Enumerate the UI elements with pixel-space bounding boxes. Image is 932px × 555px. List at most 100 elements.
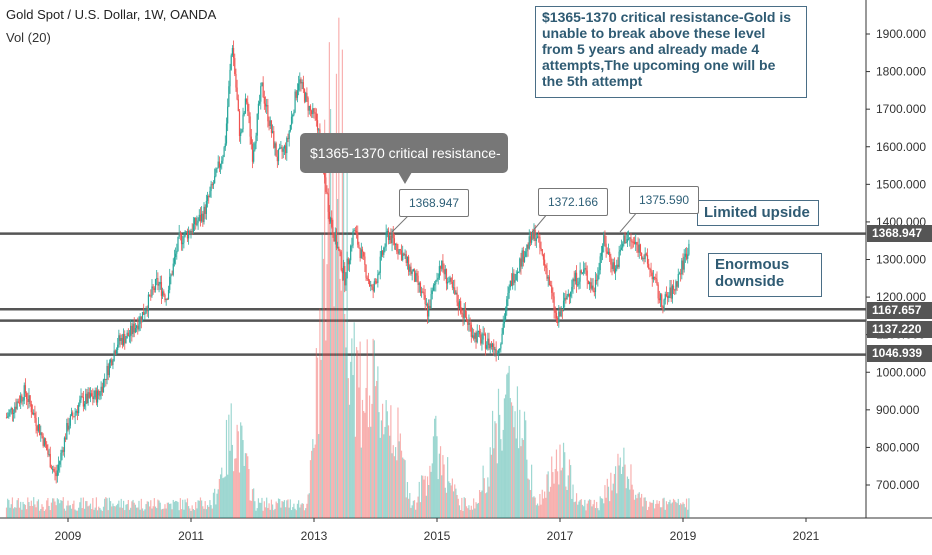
candle-body-51 (66, 423, 68, 440)
candle-body-409 (489, 343, 491, 349)
candle-body-569 (678, 273, 681, 275)
volume-bar-133 (163, 508, 165, 518)
volume-bar-347 (416, 502, 418, 518)
volume-bar-129 (158, 500, 160, 518)
volume-bar-575 (685, 498, 688, 518)
volume-bar-173 (210, 505, 212, 518)
candle-body-315 (378, 272, 380, 275)
x-tick-label-2009: 2009 (55, 529, 82, 543)
candle-body-129 (158, 284, 160, 286)
price-callout-1[interactable]: 1368.947 (399, 189, 470, 217)
y-tick-label-1700: 1700.000 (876, 102, 926, 116)
volume-bar-6 (12, 508, 15, 518)
y-tick-label-1900: 1900.000 (876, 27, 926, 41)
volume-bar-186 (225, 419, 228, 518)
candle-body-454 (542, 254, 545, 260)
volume-bar-264 (318, 434, 320, 518)
candle-body-440 (526, 244, 528, 252)
candle-body-473 (565, 297, 567, 300)
candle-body-293 (352, 230, 354, 246)
candle-body-181 (219, 163, 222, 168)
volume-bar-47 (61, 500, 63, 518)
volume-bar-61 (78, 507, 80, 518)
volume-bar-278 (334, 234, 336, 519)
candle-body-148 (180, 234, 183, 245)
candle-body-326 (391, 232, 393, 243)
candle-body-534 (637, 245, 639, 253)
volume-bar-411 (491, 410, 494, 518)
candle-body-73 (92, 396, 94, 400)
candle-body-471 (562, 300, 565, 312)
candle-body-123 (151, 286, 153, 297)
candle-body-281 (338, 247, 340, 251)
enormous-downside-note[interactable]: Enormous downside (708, 253, 822, 297)
volume-bar-342 (410, 507, 412, 518)
candle-body-6 (12, 412, 15, 414)
candle-body-245 (295, 91, 297, 98)
x-tick-label-2017: 2017 (547, 529, 574, 543)
volume-bar-516 (616, 493, 618, 518)
candle-body-94 (117, 344, 119, 351)
volume-bar-361 (432, 436, 435, 518)
volume-bar-100 (124, 510, 126, 518)
candle-body-104 (128, 335, 131, 337)
volume-bar-388 (464, 498, 466, 518)
candle-body-166 (202, 213, 204, 223)
candle-body-105 (130, 325, 132, 336)
price-callout-2[interactable]: 1372.166 (538, 188, 609, 216)
candle-body-443 (529, 236, 532, 243)
volume-bar-106 (131, 501, 133, 518)
candle-body-423 (506, 299, 508, 311)
candle-body-442 (528, 236, 530, 249)
volume-bar-181 (219, 474, 222, 518)
candle-body-275 (331, 217, 333, 227)
limited-upside-note[interactable]: Limited upside (697, 200, 819, 226)
volume-bar-103 (127, 499, 129, 518)
candle-body-431 (515, 273, 517, 281)
volume-bar-440 (526, 459, 528, 518)
volume-bar-198 (240, 422, 242, 518)
candle-body-418 (500, 343, 502, 349)
volume-bar-130 (159, 502, 161, 518)
candle-body-483 (577, 284, 579, 286)
volume-bar-120 (147, 501, 150, 518)
volume-bar-25 (35, 507, 37, 518)
volume-bar-295 (354, 436, 356, 518)
volume-bar-454 (542, 498, 545, 518)
candle-body-573 (683, 256, 685, 270)
candle-body-536 (639, 244, 642, 253)
candle-body-208 (251, 144, 254, 162)
candle-body-531 (633, 241, 636, 245)
candle-body-477 (570, 291, 572, 297)
volume-bar-491 (586, 503, 588, 518)
price-callout-3[interactable]: 1375.590 (629, 186, 700, 214)
candle-body-437 (522, 250, 524, 262)
candle-body-345 (413, 269, 416, 282)
candle-body-154 (188, 230, 190, 239)
candle-body-66 (83, 403, 86, 407)
volume-bar-151 (184, 499, 186, 518)
candle-body-253 (305, 92, 307, 102)
volume-bar-486 (580, 499, 582, 518)
volume-bar-403 (482, 465, 484, 518)
volume-bar-48 (62, 497, 64, 518)
volume-bar-52 (67, 500, 69, 518)
candle-body-225 (272, 131, 274, 133)
candle-body-57 (73, 416, 75, 418)
candle-body-230 (277, 149, 280, 162)
volume-bar-468 (559, 444, 561, 518)
volume-bar-332 (398, 441, 400, 518)
candle-body-213 (257, 103, 260, 114)
volume-bar-1 (7, 498, 9, 518)
candle-body-43 (56, 470, 58, 477)
candle-body-242 (292, 115, 294, 117)
resistance-note[interactable]: $1365-1370 critical resistance-Gold is u… (535, 6, 807, 98)
candle-body-38 (50, 467, 53, 470)
candle-body-195 (236, 87, 238, 100)
candle-body-247 (298, 83, 300, 91)
candle-body-555 (662, 306, 664, 311)
y-tick-label-1200: 1200.000 (876, 290, 926, 304)
candle-body-468 (559, 311, 561, 317)
